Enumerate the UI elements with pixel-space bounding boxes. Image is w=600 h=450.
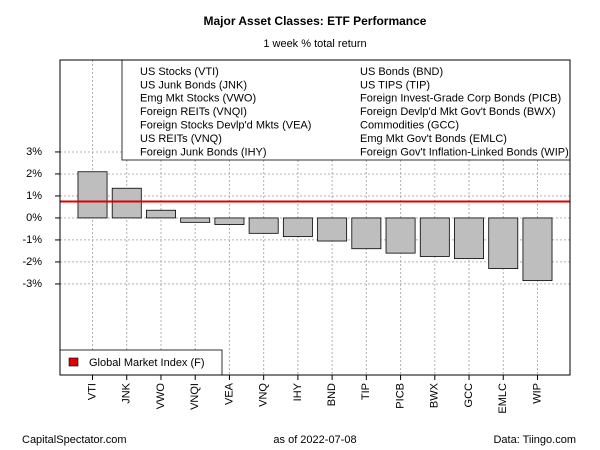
bar <box>146 209 176 219</box>
asset-legend-entry: Emg Mkt Gov't Bonds (EMLC) <box>360 133 507 145</box>
x-tick-label: VNQI <box>189 383 201 410</box>
x-tick-label: GCC <box>463 383 475 408</box>
reference-legend-swatch <box>68 357 79 367</box>
asset-legend-entry: Foreign REITs (VNQI) <box>140 106 247 118</box>
reference-legend-box <box>59 349 223 376</box>
y-tick-label: 1% <box>26 190 42 202</box>
asset-legend-entry: US Bonds (BND) <box>360 66 443 78</box>
bar <box>180 217 211 223</box>
bar <box>111 187 142 219</box>
x-tick-label: EMLC <box>497 383 509 414</box>
as-of-date: as of 2022-07-08 <box>273 434 356 446</box>
bar <box>522 217 553 282</box>
asset-legend-entry: US Junk Bonds (JNK) <box>140 79 247 91</box>
asset-legend-entry: Foreign Invest-Grade Corp Bonds (PICB) <box>360 93 561 105</box>
y-tick-label: -3% <box>22 278 42 290</box>
x-tick-label: TIP <box>360 383 372 400</box>
chart-title: Major Asset Classes: ETF Performance <box>204 14 427 28</box>
asset-legend-entry: US TIPS (TIP) <box>360 79 430 91</box>
asset-legend-entry: US REITs (VNQ) <box>140 133 222 145</box>
asset-legend-entry: US Stocks (VTI) <box>140 66 219 78</box>
bar <box>77 171 108 219</box>
x-tick-label: VEA <box>223 382 235 405</box>
bar <box>419 217 450 257</box>
asset-legend-entry: Foreign Devlp'd Mkt Gov't Bonds (BWX) <box>360 106 556 118</box>
x-tick-label: PICB <box>394 383 406 409</box>
asset-legend-entry: Commodities (GCC) <box>360 120 459 132</box>
x-tick-label: BWX <box>429 382 441 408</box>
x-tick-label: WIP <box>531 383 543 404</box>
bar <box>214 217 245 225</box>
x-tick-label: VNQ <box>258 383 270 407</box>
source-left: CapitalSpectator.com <box>22 434 127 446</box>
asset-legend-entry: Emg Mkt Stocks (VWO) <box>140 93 256 105</box>
reference-legend-label: Global Market Index (F) <box>89 357 205 369</box>
asset-legend-entry: Foreign Stocks Devlp'd Mkts (VEA) <box>140 120 311 132</box>
chart-subtitle: 1 week % total return <box>263 38 366 50</box>
bar <box>248 217 279 234</box>
plot-frame <box>59 59 571 376</box>
asset-legend-box <box>121 59 571 161</box>
bar <box>454 217 484 260</box>
x-tick-label: JNK <box>121 382 133 403</box>
y-tick-label: -2% <box>22 256 42 268</box>
bar <box>351 217 382 250</box>
y-tick-label: 3% <box>26 146 42 158</box>
x-tick-label: IHY <box>292 382 304 401</box>
bar <box>488 217 519 269</box>
bar <box>385 217 416 254</box>
x-tick-label: VWO <box>155 383 167 410</box>
x-tick-label: BND <box>326 383 338 406</box>
asset-legend-entry: Foreign Junk Bonds (IHY) <box>140 146 267 158</box>
plot-area: -3% -2% -1% 0% 1% 2% 3% VTI JNK VWO VNQI VEA VNQ IHY B… <box>22 59 571 414</box>
asset-legend-entry: Foreign Gov't Inflation-Linked Bonds (WI… <box>360 146 569 158</box>
source-right: Data: Tiingo.com <box>493 434 576 446</box>
bar <box>282 217 313 238</box>
y-tick-label: -1% <box>22 234 42 246</box>
bar <box>317 217 348 242</box>
y-tick-label: 0% <box>26 212 42 224</box>
y-tick-label: 2% <box>26 168 42 180</box>
x-tick-label: VTI <box>86 383 98 400</box>
